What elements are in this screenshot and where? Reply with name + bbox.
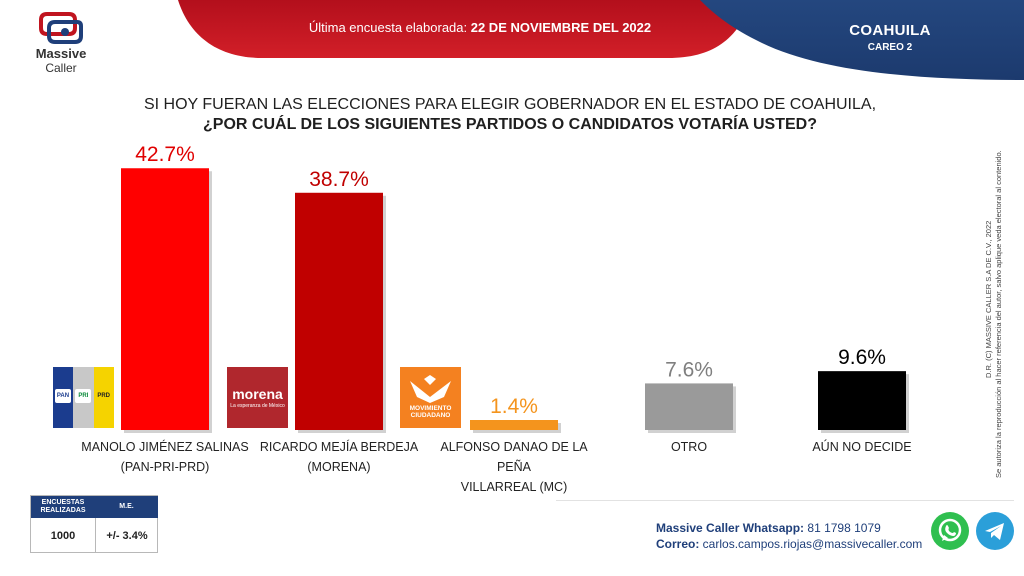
question-line-2: ¿POR CUÁL DE LOS SIGUIENTES PARTIDOS O C… (203, 116, 817, 133)
value-label-3: 1.4% (490, 395, 538, 418)
prd-logo-text: PRD (95, 389, 112, 403)
surveys-header: ENCUESTAS REALIZADAS (31, 496, 95, 518)
mc-logo: MOVIMIENTO CIUDADANO (400, 367, 461, 428)
email-contact: Correo: carlos.campos.riojas@massivecall… (656, 537, 922, 551)
category-label-line: (MORENA) (307, 460, 371, 474)
value-label-1: 42.7% (135, 143, 195, 166)
category-label-line: ALFONSO DANAO DE LA PEÑA (440, 440, 588, 474)
survey-date-prefix: Última encuesta elaborada: (308, 20, 471, 35)
pan-logo-text: PAN (55, 389, 71, 403)
massive-caller-logo: Massive Caller (28, 10, 94, 78)
value-label-4: 7.6% (665, 358, 713, 381)
category-label-2: RICARDO MEJÍA BERDEJA (MORENA) (249, 437, 429, 477)
bar-3 (470, 420, 558, 430)
email-address[interactable]: carlos.campos.riojas@massivecaller.com (699, 537, 923, 551)
morena-logo: morena La esperanza de México (227, 367, 288, 428)
bar-4 (645, 383, 733, 430)
header-red-band (178, 0, 752, 58)
category-label-5: AÚN NO DECIDE (772, 437, 952, 457)
header-band (178, 0, 1024, 80)
telegram-icon[interactable] (976, 512, 1014, 550)
whatsapp-icon[interactable] (931, 512, 969, 550)
category-label-line: VILLARREAL (MC) (460, 480, 568, 494)
logo-text-caller: Caller (45, 61, 77, 75)
whatsapp-label: Massive Caller Whatsapp: (656, 521, 805, 535)
table-divider (95, 518, 96, 553)
careo-label: CAREO 2 (867, 42, 913, 53)
copyright-note: D.R. (C) MASSIVE CALLER S.A DE C.V., 202… (984, 220, 993, 378)
mc-logo-text: MOVIMIENTO CIUDADANO (409, 405, 452, 419)
eagle-icon (410, 375, 451, 403)
logo-mark-icon (39, 12, 83, 44)
margin-error-value: +/- 3.4% (106, 529, 148, 542)
footer-divider (556, 500, 1014, 501)
category-label-line: RICARDO MEJÍA BERDEJA (259, 440, 419, 454)
reproduction-note-1: Se autoriza la reproducción al hacer ref… (994, 150, 1003, 478)
category-label-1: MANOLO JIMÉNEZ SALINAS (PAN-PRI-PRD) (75, 437, 255, 477)
category-label-line: OTRO (670, 440, 708, 454)
sample-info-table: ENCUESTAS REALIZADAS M.E. 1000 +/- 3.4% (30, 495, 158, 553)
header-blue-band (700, 0, 1024, 80)
question-line-1: SI HOY FUERAN LAS ELECCIONES PARA ELEGIR… (143, 96, 877, 113)
category-label-line: (PAN-PRI-PRD) (120, 460, 210, 474)
surveys-value: 1000 (50, 529, 76, 542)
bar-1 (121, 168, 209, 430)
survey-date-line: Última encuesta elaborada: 22 DE NOVIEMB… (260, 20, 700, 35)
category-label-line: MANOLO JIMÉNEZ SALINAS (81, 440, 249, 454)
pri-logo-text: PRI (75, 389, 92, 403)
pan-pri-prd-logo: PAN PRI PRD (53, 367, 114, 428)
whatsapp-contact: Massive Caller Whatsapp: 81 1798 1079 (656, 521, 881, 535)
bar-5 (818, 371, 906, 430)
category-label-3: ALFONSO DANAO DE LA PEÑA VILLARREAL (MC) (424, 437, 604, 497)
survey-date: 22 DE NOVIEMBRE DEL 2022 (470, 20, 652, 35)
bar-2 (295, 192, 383, 430)
morena-logo-text: morena (232, 386, 283, 402)
value-label-2: 38.7% (309, 168, 369, 191)
whatsapp-number[interactable]: 81 1798 1079 (804, 521, 881, 535)
logo-text-massive: Massive (35, 46, 87, 61)
email-label: Correo: (656, 537, 700, 551)
margin-error-header: M.E. (95, 496, 158, 518)
value-label-5: 9.6% (838, 346, 886, 369)
morena-logo-tagline: La esperanza de México (230, 403, 285, 409)
category-label-4: OTRO (599, 437, 779, 457)
category-label-line: AÚN NO DECIDE (812, 440, 912, 454)
state-name: COAHUILA (849, 22, 931, 39)
